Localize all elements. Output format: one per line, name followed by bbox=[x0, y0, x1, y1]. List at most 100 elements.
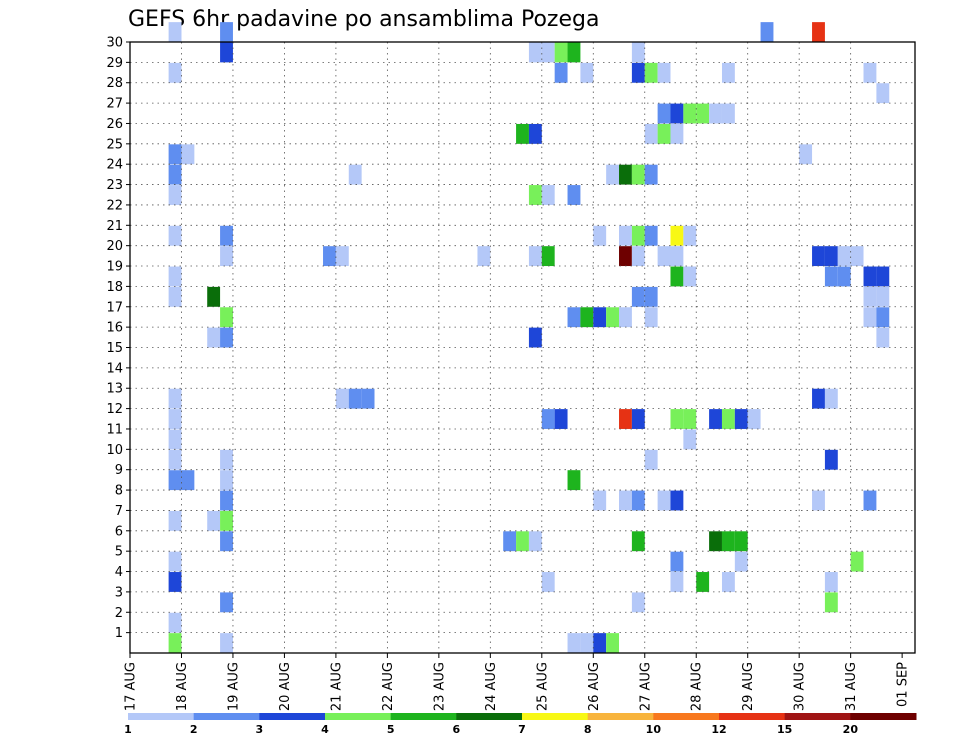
heatmap-cell bbox=[709, 409, 722, 429]
heatmap-cell bbox=[631, 531, 645, 552]
heatmap-cell bbox=[503, 531, 517, 552]
y-tick-label: 26 bbox=[106, 117, 123, 132]
heatmap-cell bbox=[168, 470, 182, 491]
heatmap-cell bbox=[824, 266, 838, 287]
x-tick-label: 21 AUG bbox=[329, 662, 344, 711]
heatmap-cell bbox=[683, 225, 697, 246]
legend-swatch bbox=[719, 713, 786, 720]
x-tick-label: 27 AUG bbox=[638, 662, 653, 711]
y-tick-label: 12 bbox=[106, 402, 123, 417]
heatmap-cell bbox=[168, 22, 182, 42]
legend-swatch bbox=[259, 713, 326, 720]
heatmap-cell bbox=[670, 246, 684, 267]
heatmap-cell bbox=[220, 22, 233, 42]
heatmap-cell bbox=[541, 409, 555, 429]
heatmap-cell bbox=[631, 225, 645, 246]
heatmap-cell bbox=[528, 185, 542, 205]
heatmap-cell bbox=[644, 123, 658, 144]
heatmap-cell bbox=[567, 185, 581, 205]
heatmap-cell bbox=[863, 490, 877, 511]
legend-swatch bbox=[522, 713, 589, 720]
heatmap-cell bbox=[541, 42, 555, 63]
legend-swatch bbox=[390, 713, 457, 720]
y-tick-label: 11 bbox=[106, 422, 123, 437]
heatmap-cell bbox=[541, 185, 555, 205]
legend-label: 10 bbox=[646, 723, 662, 736]
heatmap-cell bbox=[207, 286, 221, 307]
heatmap-cell bbox=[528, 531, 542, 552]
heatmap-cell bbox=[220, 531, 233, 552]
heatmap-cell bbox=[824, 449, 838, 470]
heatmap-cell bbox=[168, 612, 182, 633]
heatmap-cell bbox=[207, 327, 221, 348]
heatmap-cell bbox=[220, 225, 233, 246]
x-tick-label: 20 AUG bbox=[278, 662, 293, 711]
x-tick-label: 31 AUG bbox=[844, 662, 859, 711]
heatmap-cell bbox=[220, 490, 233, 511]
x-tick-label: 26 AUG bbox=[587, 662, 602, 711]
heatmap-cell bbox=[528, 123, 542, 144]
y-tick-label: 3 bbox=[115, 585, 123, 600]
heatmap-cell bbox=[631, 62, 645, 83]
y-tick-label: 8 bbox=[115, 484, 123, 499]
heatmap-cell bbox=[567, 633, 581, 653]
heatmap-cell bbox=[824, 246, 838, 267]
heatmap-cell bbox=[335, 246, 349, 267]
heatmap-cell bbox=[168, 633, 182, 653]
heatmap-cell bbox=[721, 531, 735, 552]
y-tick-label: 21 bbox=[106, 219, 123, 234]
heatmap-cell bbox=[824, 572, 838, 592]
heatmap-cell bbox=[220, 42, 233, 63]
heatmap-cell bbox=[220, 449, 233, 470]
y-tick-label: 17 bbox=[106, 300, 123, 315]
heatmap-cell bbox=[168, 266, 182, 287]
heatmap-cell bbox=[670, 225, 684, 246]
heatmap-cell bbox=[631, 409, 645, 429]
heatmap-cell bbox=[619, 307, 632, 328]
y-tick-label: 7 bbox=[115, 504, 123, 519]
heatmap-cell bbox=[593, 490, 607, 511]
y-tick-label: 30 bbox=[106, 36, 123, 51]
legend-swatch bbox=[587, 713, 654, 720]
heatmap-cell bbox=[168, 388, 182, 409]
heatmap-cell bbox=[799, 144, 813, 165]
heatmap-cell bbox=[721, 409, 735, 429]
heatmap-cell bbox=[709, 103, 722, 124]
y-tick-label: 20 bbox=[106, 239, 123, 254]
y-tick-label: 28 bbox=[106, 76, 123, 91]
heatmap-cell bbox=[850, 551, 864, 572]
legend-label: 7 bbox=[518, 723, 526, 736]
y-tick-label: 4 bbox=[115, 565, 123, 580]
heatmap-cell bbox=[670, 551, 684, 572]
heatmap-cell bbox=[670, 266, 684, 287]
heatmap-cell bbox=[644, 164, 658, 185]
heatmap-cell bbox=[567, 470, 581, 491]
x-tick-label: 30 AUG bbox=[793, 662, 808, 711]
heatmap-cell bbox=[606, 164, 620, 185]
legend-swatch bbox=[325, 713, 392, 720]
heatmap-cell bbox=[876, 327, 890, 348]
y-tick-label: 19 bbox=[106, 260, 123, 275]
heatmap-cell bbox=[850, 246, 864, 267]
y-tick-label: 14 bbox=[106, 361, 123, 376]
y-axis: 1234567891011121314151617181920212223242… bbox=[106, 36, 130, 641]
heatmap-cell bbox=[876, 286, 890, 307]
heatmap-cell bbox=[220, 510, 233, 531]
legend-label: 8 bbox=[584, 723, 592, 736]
legend-label: 4 bbox=[321, 723, 329, 736]
heatmap-cell bbox=[631, 42, 645, 63]
legend-label: 2 bbox=[190, 723, 198, 736]
heatmap-cell bbox=[554, 62, 568, 83]
heatmap-cell bbox=[670, 103, 684, 124]
heatmap-cell bbox=[863, 62, 877, 83]
heatmap-cell bbox=[528, 327, 542, 348]
heatmap-cell bbox=[220, 327, 233, 348]
heatmap-cell bbox=[619, 246, 632, 267]
legend-swatch bbox=[653, 713, 720, 720]
x-tick-label: 22 AUG bbox=[381, 662, 396, 711]
heatmap-cell bbox=[657, 62, 671, 83]
heatmap-cell bbox=[168, 286, 182, 307]
heatmap-cell bbox=[631, 490, 645, 511]
heatmap-cell bbox=[323, 246, 336, 267]
